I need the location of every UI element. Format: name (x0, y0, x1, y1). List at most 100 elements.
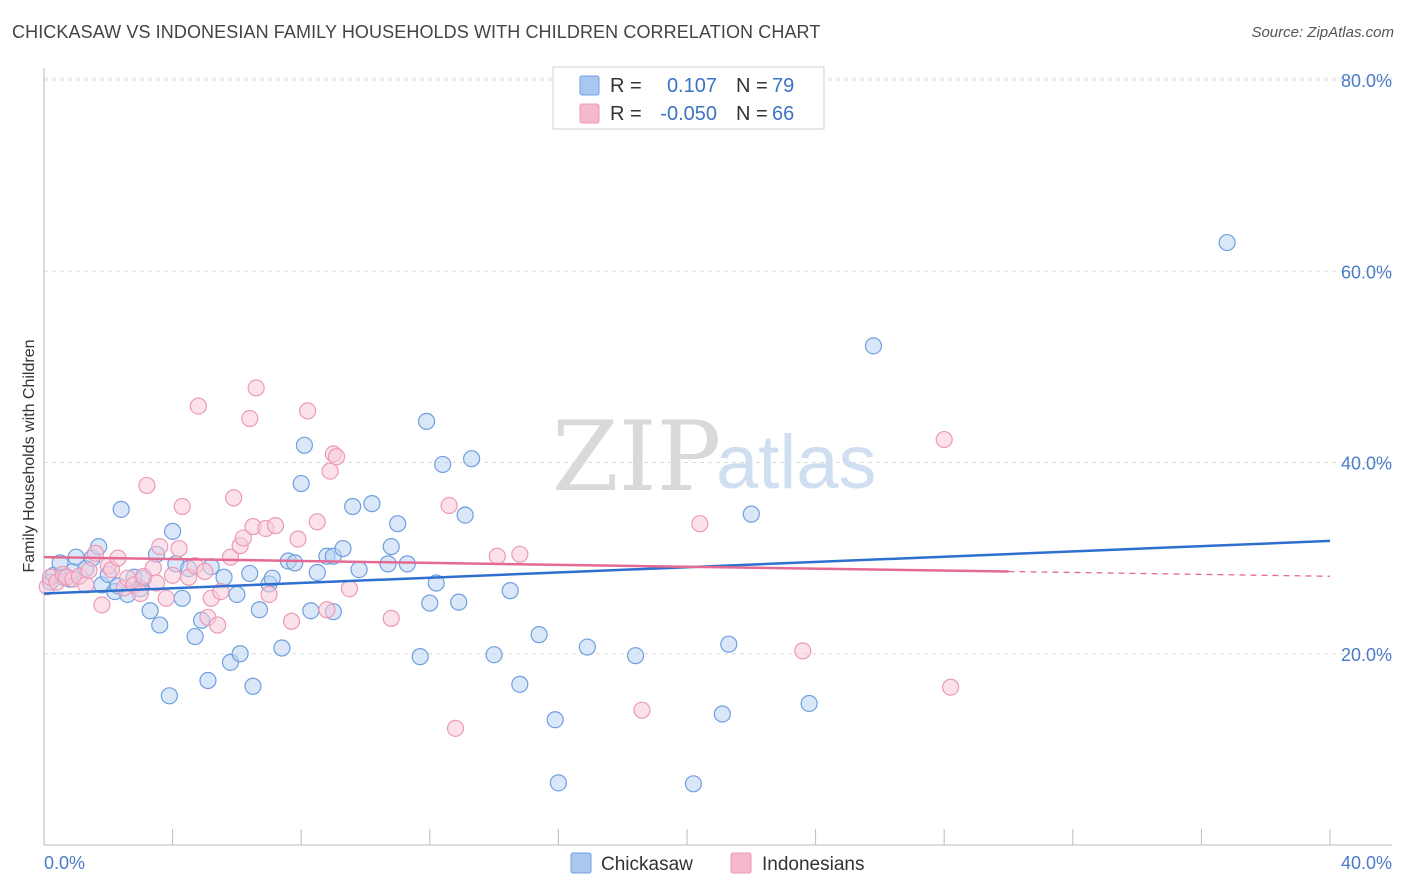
point-indonesians (151, 538, 169, 556)
point-chickasaw (578, 638, 596, 656)
point-indonesians (173, 497, 191, 516)
point-indonesians (289, 530, 307, 548)
point-chickasaw (186, 627, 204, 646)
point-chickasaw (427, 574, 445, 592)
point-indonesians (241, 409, 259, 428)
point-chickasaw (231, 645, 249, 663)
watermark-zip: ZIP (552, 401, 721, 513)
legend-n-value-1: 66 (772, 103, 794, 125)
point-indonesians (382, 609, 400, 627)
point-chickasaw (160, 687, 178, 705)
trend-line-indonesians-extension (1008, 570, 1331, 577)
legend-r-value-0: 0.107 (667, 75, 717, 97)
point-indonesians (935, 430, 953, 449)
data-points (38, 233, 1236, 793)
point-indonesians (164, 566, 182, 584)
point-indonesians (144, 559, 162, 577)
point-indonesians (170, 539, 188, 558)
point-chickasaw (530, 626, 548, 644)
series-legend: Chickasaw Indonesians (570, 852, 864, 875)
point-chickasaw (626, 647, 645, 665)
legend-r-label-0: R = (610, 75, 642, 97)
point-chickasaw (1218, 233, 1236, 252)
legend-swatch-chickasaw (579, 75, 600, 96)
point-chickasaw (462, 450, 481, 468)
point-chickasaw (450, 593, 468, 611)
point-chickasaw (713, 705, 731, 723)
point-chickasaw (546, 711, 564, 729)
point-chickasaw (501, 582, 519, 600)
point-chickasaw (244, 677, 262, 695)
point-chickasaw (720, 635, 738, 653)
point-indonesians (633, 701, 651, 719)
y-tick-labels: 20.0% 40.0% 60.0% 80.0% (1341, 71, 1392, 665)
correlation-legend: R = 0.107 N = 79 R = -0.050 N = 66 (552, 66, 825, 130)
point-indonesians (196, 562, 214, 581)
point-indonesians (189, 397, 207, 415)
point-indonesians (225, 489, 243, 507)
point-chickasaw (295, 436, 314, 454)
point-indonesians (209, 616, 227, 634)
point-indonesians (157, 589, 175, 607)
point-indonesians (138, 476, 156, 495)
point-chickasaw (273, 639, 291, 657)
trend-lines (43, 539, 1331, 595)
point-chickasaw (382, 538, 400, 556)
point-chickasaw (173, 589, 191, 607)
point-indonesians (488, 547, 506, 565)
y-tick-label: 20.0% (1341, 645, 1392, 665)
point-chickasaw (228, 585, 246, 604)
point-indonesians (340, 580, 359, 598)
point-indonesians (147, 574, 166, 592)
legend-n-label-1: N = (736, 103, 768, 125)
point-chickasaw (241, 564, 259, 583)
point-chickasaw (417, 412, 436, 430)
point-indonesians (318, 601, 336, 619)
source-credit: Source: ZipAtlas.com (1251, 24, 1394, 41)
point-chickasaw (199, 671, 217, 690)
point-chickasaw (215, 568, 233, 586)
point-indonesians (282, 612, 301, 630)
point-indonesians (247, 379, 265, 397)
point-chickasaw (141, 602, 159, 620)
trend-line-indonesians (43, 555, 1009, 573)
point-chickasaw (456, 506, 474, 524)
point-chickasaw (308, 563, 326, 582)
point-chickasaw (864, 337, 883, 355)
point-chickasaw (485, 646, 503, 664)
legend-r-value-1: -0.050 (660, 103, 717, 125)
legend-n-value-0: 79 (772, 75, 794, 97)
legend-swatch-indonesians (579, 103, 600, 124)
point-indonesians (327, 448, 346, 466)
point-indonesians (794, 642, 812, 660)
point-chickasaw (302, 602, 320, 620)
point-chickasaw (684, 775, 703, 793)
y-axis-label: Family Households with Children (21, 340, 38, 573)
point-indonesians (511, 545, 529, 563)
point-indonesians (80, 561, 98, 580)
legend-label-chickasaw: Chickasaw (601, 854, 693, 875)
point-chickasaw (334, 539, 352, 558)
point-chickasaw (263, 569, 281, 587)
x-tick-label-min: 0.0% (44, 853, 85, 873)
point-chickasaw (379, 555, 397, 573)
point-chickasaw (389, 515, 407, 533)
point-chickasaw (511, 675, 529, 693)
point-chickasaw (292, 474, 310, 493)
x-ticks (172, 829, 1331, 845)
point-indonesians (260, 585, 278, 604)
point-indonesians (131, 584, 150, 603)
point-chickasaw (350, 560, 368, 579)
point-indonesians (93, 596, 111, 614)
point-chickasaw (800, 694, 818, 713)
y-tick-label: 60.0% (1341, 262, 1392, 282)
point-chickasaw (421, 594, 439, 612)
chart-title: CHICKASAW VS INDONESIAN FAMILY HOUSEHOLD… (12, 22, 821, 42)
point-chickasaw (286, 554, 304, 572)
point-indonesians (446, 719, 465, 737)
point-chickasaw (250, 601, 269, 619)
point-chickasaw (344, 497, 362, 516)
point-chickasaw (164, 522, 182, 540)
point-indonesians (234, 529, 252, 547)
